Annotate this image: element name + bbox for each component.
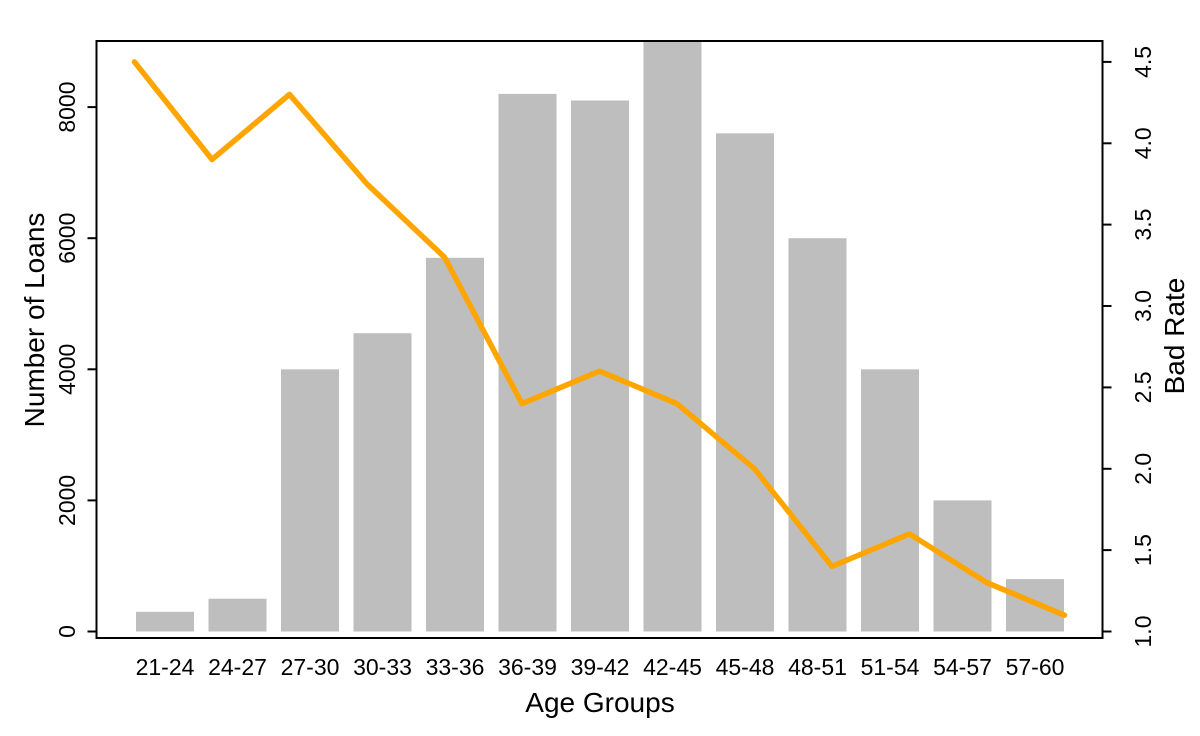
x-axis-category-label: 51-54 <box>861 654 920 680</box>
x-axis-category-label: 30-33 <box>353 654 412 680</box>
left-axis-tick-label: 2000 <box>54 475 80 526</box>
x-axis-category-label: 21-24 <box>136 654 195 680</box>
x-axis-title: Age Groups <box>525 687 674 718</box>
x-axis-category-label: 39-42 <box>571 654 630 680</box>
left-axis-tick-label: 0 <box>54 625 80 638</box>
right-axis-tick-label: 2.5 <box>1130 371 1156 403</box>
bar-51-54 <box>861 369 919 632</box>
bar-33-36 <box>426 257 484 632</box>
axes-group: 0 2000 4000 6000 8000 1.0 1.5 2.0 2.5 3.0 3.5 4.0 4.… <box>54 40 1156 680</box>
x-axis-category-label: 57-60 <box>1006 654 1065 680</box>
right-axis-tick-label: 2.0 <box>1130 453 1156 485</box>
bar-30-33 <box>353 333 412 632</box>
x-axis-category-label: 42-45 <box>643 654 702 680</box>
left-axis-tick-label: 8000 <box>54 82 80 133</box>
bar-48-51 <box>788 238 847 632</box>
x-axis-category-label: 33-36 <box>426 654 485 680</box>
x-axis-category-label: 27-30 <box>281 654 340 680</box>
bar-24-27 <box>208 598 267 632</box>
x-axis-category-label: 48-51 <box>788 654 847 680</box>
left-axis-tick-label: 4000 <box>54 344 80 395</box>
bad-rate-line-group <box>131 59 1068 618</box>
bar-21-24 <box>136 611 194 632</box>
right-axis-tick-label: 3.5 <box>1130 209 1156 241</box>
right-axis-tick-label: 1.5 <box>1130 534 1156 566</box>
left-axis-tick-label: 6000 <box>54 213 80 264</box>
right-axis-title: Bad Rate <box>1159 278 1190 395</box>
x-axis-category-label: 54-57 <box>933 654 992 680</box>
bar-36-39 <box>498 93 557 632</box>
bars-group <box>136 41 1064 632</box>
bar-39-42 <box>571 100 629 632</box>
bad-rate-line <box>131 59 1068 618</box>
right-axis-tick-label: 3.0 <box>1130 290 1156 322</box>
x-axis-category-label: 45-48 <box>716 654 775 680</box>
plot-border <box>95 40 1104 639</box>
right-axis-tick-label: 4.5 <box>1130 46 1156 78</box>
x-axis-category-label: 36-39 <box>498 654 557 680</box>
bar-45-48 <box>716 133 774 632</box>
bar-42-45 <box>643 41 702 632</box>
x-axis-category-label: 24-27 <box>208 654 267 680</box>
right-axis-tick-label: 4.0 <box>1130 127 1156 159</box>
right-axis-tick-label: 1.0 <box>1130 616 1156 648</box>
bar-27-30 <box>281 369 339 632</box>
left-axis-title: Number of Loans <box>19 213 50 428</box>
